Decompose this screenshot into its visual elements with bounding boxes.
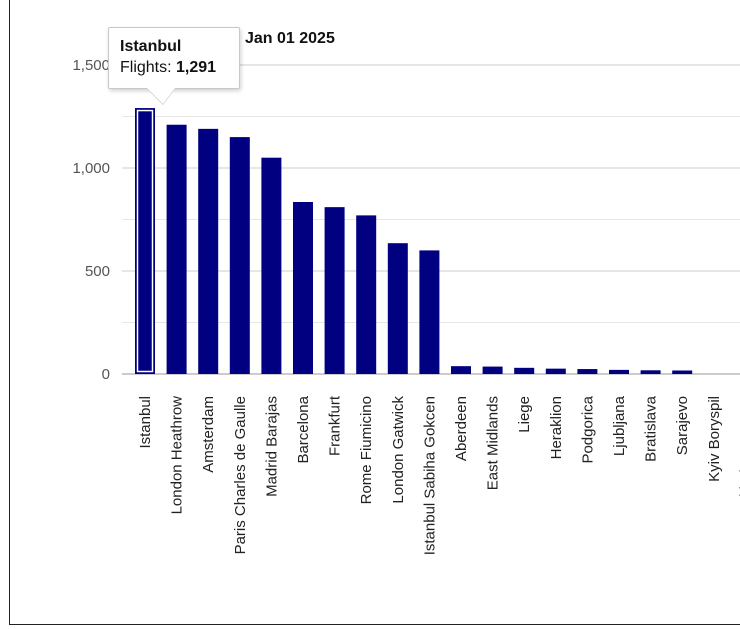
y-tick-label: 1,500: [72, 57, 110, 74]
tooltip-city: Istanbul: [120, 38, 182, 55]
y-tick-label: 1,000: [72, 160, 110, 177]
x-tick-label: Rome Fiumicino: [358, 396, 375, 504]
x-tick-label: Madrid Barajas: [263, 396, 280, 497]
x-tick-label: Istanbul: [137, 396, 154, 449]
x-tick-label: Barcelona: [295, 395, 312, 463]
x-tick-label: Istanbul Sabiha Gokcen: [421, 396, 438, 555]
bar[interactable]: [261, 157, 282, 374]
bar[interactable]: [609, 369, 629, 374]
x-tick-label: Stockholm Bromma: [737, 395, 740, 527]
bar[interactable]: [419, 250, 440, 374]
x-tick-label: Paris Charles de Gaulle: [232, 396, 249, 554]
bar[interactable]: [451, 366, 471, 374]
bar[interactable]: [545, 368, 566, 374]
x-tick-label: London Gatwick: [390, 396, 407, 504]
bar[interactable]: [482, 366, 503, 374]
x-tick-label: Kyiv Boryspil: [706, 396, 723, 482]
x-tick-label: Bratislava: [643, 395, 660, 462]
x-tick-label: London Heathrow: [169, 396, 186, 515]
y-tick-label: 0: [102, 366, 110, 383]
bar[interactable]: [577, 369, 598, 374]
bar[interactable]: [324, 207, 345, 374]
tooltip-label: Flights:: [120, 59, 172, 76]
x-tick-label: Aberdeen: [453, 396, 470, 461]
bar[interactable]: [229, 137, 250, 374]
x-tick-label: Frankfurt: [327, 395, 344, 456]
x-tick-label: Liege: [516, 396, 533, 433]
bar[interactable]: [514, 367, 535, 374]
chart-frame: [9, 0, 740, 625]
y-axis-ticks: 0 500 1,000 1,500: [72, 57, 110, 383]
x-tick-label: Podgorica: [579, 395, 596, 463]
chart-title: Jan 01 2025: [245, 30, 335, 47]
x-tick-label: Ljubljana: [611, 395, 628, 456]
bar[interactable]: [356, 215, 377, 374]
bar-series: [135, 108, 693, 375]
bar[interactable]: [387, 243, 408, 374]
x-tick-label: Amsterdam: [200, 396, 217, 473]
x-tick-label: Sarajevo: [674, 396, 691, 455]
bar-tooltip: Istanbul Flights: 1,291: [108, 27, 240, 89]
x-axis-ticks: Istanbul London Heathrow Amsterdam Paris Ch…: [137, 395, 740, 555]
x-tick-label: East Midlands: [485, 396, 502, 490]
tooltip-pointer: [147, 88, 175, 104]
tooltip-value: 1,291: [176, 59, 217, 76]
bar[interactable]: [672, 370, 693, 374]
bar[interactable]: [135, 108, 155, 374]
y-tick-label: 500: [85, 263, 110, 280]
bar[interactable]: [293, 201, 313, 374]
x-tick-label: Heraklion: [548, 396, 565, 459]
bar-highlight: [136, 109, 154, 373]
bar[interactable]: [166, 124, 187, 375]
bar[interactable]: [640, 370, 661, 374]
bar[interactable]: [198, 128, 219, 374]
